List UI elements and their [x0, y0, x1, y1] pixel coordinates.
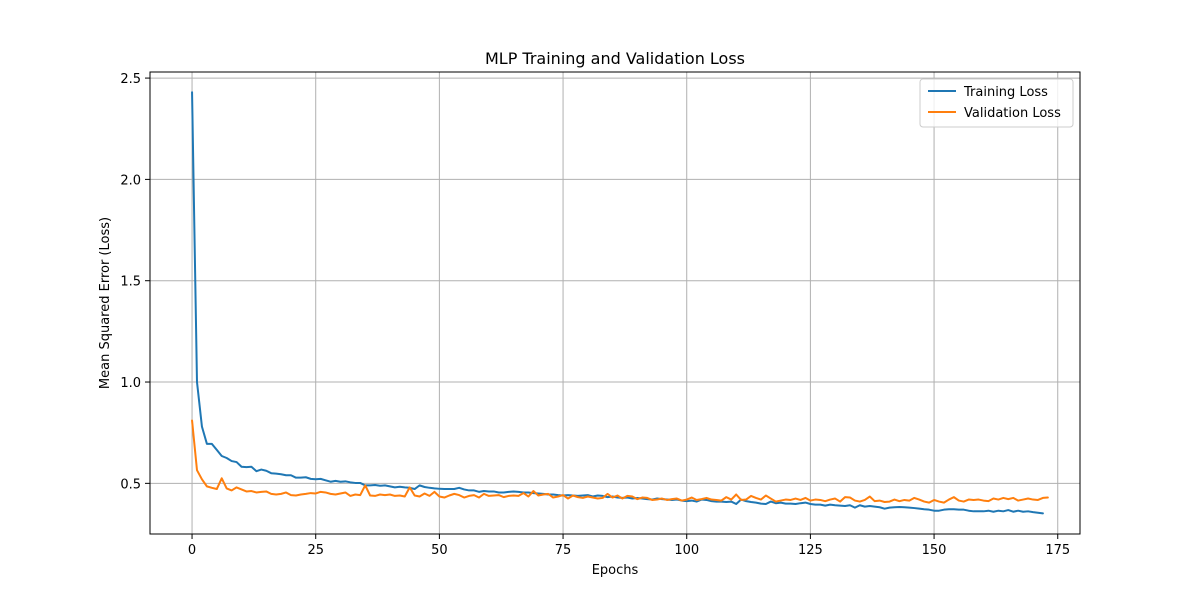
x-tick-label: 50 — [431, 543, 448, 558]
y-tick-label: 1.0 — [120, 376, 141, 391]
series-points-validation-loss — [192, 420, 1048, 503]
series-lines — [191, 91, 1049, 515]
x-tick-label: 25 — [307, 543, 324, 558]
y-tick-label: 2.0 — [120, 173, 141, 188]
x-tick-label: 75 — [555, 543, 572, 558]
grid — [150, 72, 1080, 534]
x-tick-label: 100 — [674, 543, 699, 558]
x-tick-label: 0 — [188, 543, 196, 558]
y-axis-label: Mean Squared Error (Loss) — [98, 217, 113, 389]
plot-area-frame — [149, 71, 1081, 535]
y-tick-label: 2.5 — [120, 72, 141, 87]
y-tick-label: 1.5 — [120, 275, 141, 290]
x-axis-label: Epochs — [592, 563, 639, 578]
legend-box — [919, 78, 1074, 128]
x-tick-label: 125 — [798, 543, 823, 558]
x-tick-label: 175 — [1045, 543, 1070, 558]
chart-title: MLP Training and Validation Loss — [485, 49, 745, 68]
y-axis-ticks: 0.5 1.0 1.5 2.0 2.5 — [120, 72, 150, 492]
legend: Training Loss Validation Loss — [919, 78, 1074, 128]
x-axis-ticks: 0 25 50 75 100 125 150 175 — [188, 534, 1070, 558]
series-line-validation-loss — [191, 419, 1049, 504]
series-line-training-loss — [191, 91, 1044, 515]
legend-label-training-loss: Training Loss — [963, 85, 1048, 100]
legend-label-validation-loss: Validation Loss — [964, 106, 1061, 121]
y-tick-label: 0.5 — [120, 477, 141, 492]
x-tick-label: 150 — [922, 543, 947, 558]
series-points-training-loss — [192, 92, 1043, 514]
